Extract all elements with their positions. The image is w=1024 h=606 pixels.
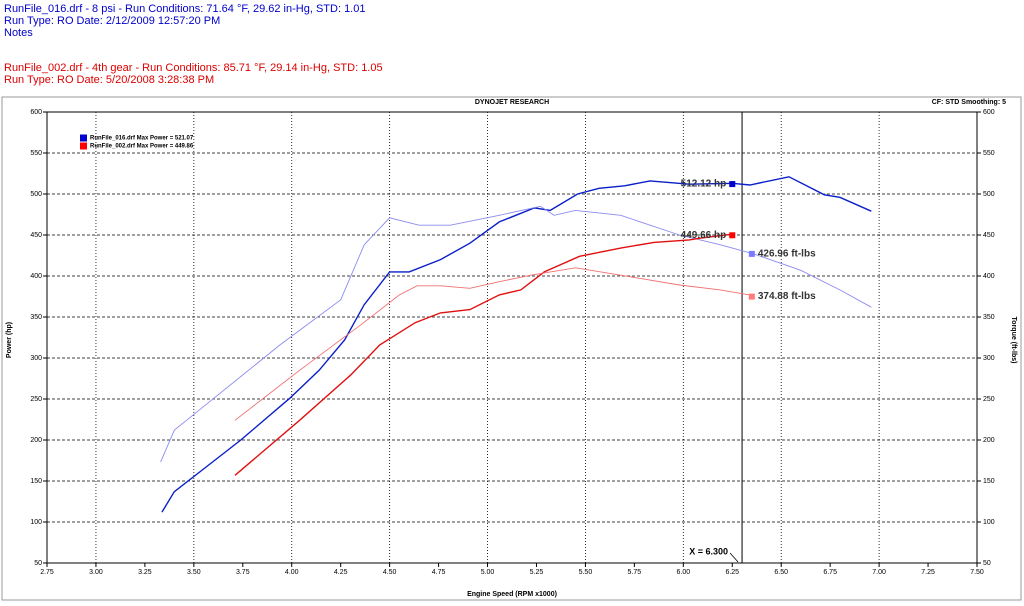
annotation-label: 426.96 ft-lbs — [758, 249, 816, 260]
annotation-marker — [748, 293, 755, 300]
chart-subtitle: CF: STD Smoothing: 5 — [932, 99, 1006, 106]
header-line: RunFile_016.drf - 8 psi - Run Conditions… — [4, 3, 365, 15]
y2-tick-label: 150 — [983, 478, 995, 485]
annotation-label: 512.12 hp — [681, 179, 727, 190]
y-tick-label: 150 — [30, 478, 42, 485]
x-tick-label: 7.00 — [872, 569, 886, 576]
y2-tick-label: 400 — [983, 273, 995, 280]
x-tick-label: 4.25 — [334, 569, 348, 576]
x-tick-label: 6.00 — [677, 569, 691, 576]
x-tick-label: 3.25 — [138, 569, 152, 576]
series-line — [234, 267, 754, 421]
cursor-leader — [729, 552, 739, 563]
x-tick-label: 5.25 — [530, 569, 544, 576]
annotation-label: 374.88 ft-lbs — [758, 291, 816, 302]
y2-tick-label: 250 — [983, 396, 995, 403]
chart-frame — [1, 96, 1022, 601]
y-tick-label: 200 — [30, 437, 42, 444]
y-tick-label: 600 — [30, 109, 42, 116]
y-tick-label: 250 — [30, 396, 42, 403]
legend-swatch — [80, 134, 87, 142]
annotation-marker — [748, 250, 755, 257]
chart-title: DYNOJET RESEARCH — [475, 99, 549, 106]
header-line: Run Type: RO Date: 5/20/2008 3:28:38 PM — [4, 74, 214, 86]
annotation-label: 449.66 hp — [681, 230, 727, 241]
y-tick-label: 500 — [30, 191, 42, 198]
y2-tick-label: 600 — [983, 109, 995, 116]
x-tick-label: 7.25 — [921, 569, 935, 576]
y2-axis-title: Torque (ft-lbs) — [1010, 317, 1017, 364]
y2-tick-label: 500 — [983, 191, 995, 198]
y2-tick-label: 550 — [983, 150, 995, 157]
legend-label: RunFile_002.drf Max Power = 449.86 — [90, 144, 194, 150]
x-tick-label: 2.75 — [40, 569, 54, 576]
y2-tick-label: 300 — [983, 355, 995, 362]
y-tick-label: 350 — [30, 314, 42, 321]
annotation-marker — [729, 232, 736, 239]
x-tick-label: 3.00 — [89, 569, 103, 576]
x-tick-label: 5.00 — [481, 569, 495, 576]
series-line — [234, 233, 733, 476]
header-line: Run Type: RO Date: 2/12/2009 12:57:20 PM — [4, 15, 220, 27]
y2-tick-label: 350 — [983, 314, 995, 321]
y2-tick-label: 200 — [983, 437, 995, 444]
y-tick-label: 100 — [30, 519, 42, 526]
y2-tick-label: 100 — [983, 519, 995, 526]
cursor-label: X = 6.300 — [689, 546, 728, 556]
legend-swatch — [80, 142, 87, 150]
legend-label: RunFile_016.drf Max Power = 521.07 — [90, 136, 194, 142]
x-tick-label: 4.50 — [383, 569, 397, 576]
y2-tick-label: 50 — [983, 560, 991, 567]
plot-frame — [46, 111, 978, 564]
x-tick-label: 5.50 — [579, 569, 593, 576]
x-tick-label: 3.50 — [187, 569, 201, 576]
x-tick-label: 4.75 — [432, 569, 446, 576]
y-axis-title: Power (hp) — [6, 322, 13, 358]
header-line: Notes — [4, 27, 33, 39]
header-line: RunFile_002.drf - 4th gear - Run Conditi… — [4, 62, 383, 74]
x-tick-label: 6.75 — [823, 569, 837, 576]
y-tick-label: 550 — [30, 150, 42, 157]
y-tick-label: 300 — [30, 355, 42, 362]
y-tick-label: 400 — [30, 273, 42, 280]
series-line — [160, 205, 872, 463]
series-line — [161, 176, 872, 513]
y2-tick-label: 450 — [983, 232, 995, 239]
x-tick-label: 3.75 — [236, 569, 250, 576]
x-tick-label: 5.75 — [628, 569, 642, 576]
x-tick-label: 7.50 — [970, 569, 984, 576]
annotation-marker — [729, 181, 736, 188]
x-tick-label: 4.00 — [285, 569, 299, 576]
y-tick-label: 50 — [34, 560, 42, 567]
x-tick-label: 6.25 — [725, 569, 739, 576]
x-axis-title: Engine Speed (RPM x1000) — [467, 591, 557, 598]
y-tick-label: 450 — [30, 232, 42, 239]
x-tick-label: 6.50 — [774, 569, 788, 576]
